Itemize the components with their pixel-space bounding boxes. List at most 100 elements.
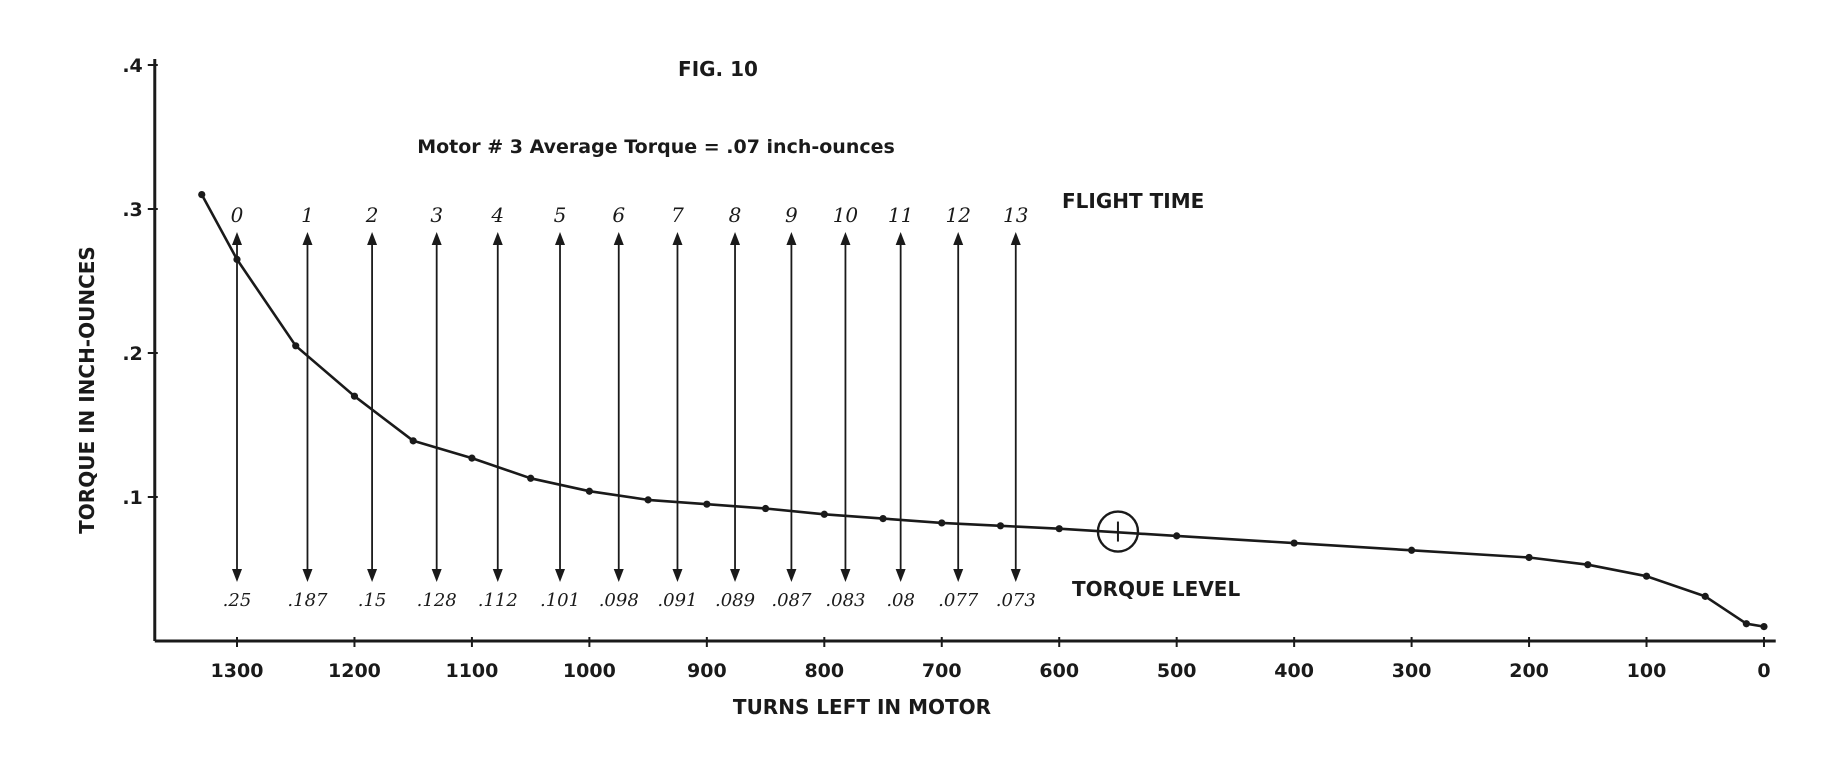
x-tick-label: 1300 [211,660,264,682]
arrow-head-down [613,569,624,582]
x-tick-label: 1000 [563,660,616,682]
torque-level-value: .08 [886,590,915,611]
torque-level-value: .112 [478,590,518,611]
arrow-head-down [953,569,964,582]
data-point [292,342,300,350]
flight-time-value: 13 [1003,203,1028,227]
data-point [1742,620,1750,628]
data-point [1525,553,1533,562]
data-point [233,255,241,263]
y-tick-label: .4 [122,55,142,77]
arrow-head-up [672,232,683,245]
flight-time-value: 0 [231,203,244,227]
arrow-head-down [492,569,503,582]
torque-level-value: .25 [223,590,252,611]
arrow-head-down [302,569,313,582]
data-point [761,504,770,513]
data-point [938,519,946,527]
flight-time-value: 1 [301,203,314,227]
data-point [703,500,711,508]
flight-time-value: 4 [490,203,504,227]
data-point [198,191,206,199]
flight-time-label: FLIGHT TIME [1062,189,1204,213]
data-point [1584,561,1592,569]
flight-time-value: 2 [365,203,379,227]
y-tick-label: .3 [122,199,142,221]
arrow-head-up [730,232,741,245]
x-tick-label: 100 [1627,660,1667,682]
x-tick-label: 200 [1509,660,1549,682]
chart-title: FIG. 10 [678,57,758,81]
flight-time-arrows: 0 .25 1 .187 2 .15 3 .128 4 .112 5 .101 6 .098 7 .091 8.… [223,203,1036,611]
arrow-head-up [302,232,313,245]
arrow-head-up [786,232,797,245]
y-tick-label: .1 [122,487,142,509]
x-tick-label: 1100 [445,660,498,682]
torque-level-value: .077 [938,590,979,611]
circled-point-ring [1096,510,1140,553]
x-tick-label: 0 [1757,660,1770,682]
data-point [644,496,652,504]
flight-time-value: 9 [785,203,798,227]
flight-time-value: 10 [833,203,859,227]
data-point [350,392,359,400]
arrow-head-down [672,569,683,582]
data-point [820,510,828,518]
x-tick-label: 600 [1039,660,1079,682]
arrow-head-down [555,569,566,582]
data-point [1173,532,1181,540]
torque-level-label: TORQUE LEVEL [1072,577,1240,601]
arrow-head-up [232,232,242,245]
x-tick-label: 400 [1274,660,1314,682]
flight-time-value: 6 [612,203,625,227]
data-point [1760,623,1768,631]
arrow-head-up [431,232,442,245]
arrow-head-up [953,232,964,245]
torque-level-value: .089 [715,590,755,611]
flight-time-value: 5 [554,203,567,227]
data-point [1290,539,1298,547]
x-axis-label: TURNS LEFT IN MOTOR [733,695,991,719]
x-tick-label: 300 [1392,660,1432,682]
data-point [879,515,887,523]
torque-level-value: .187 [287,590,328,611]
torque-level-value: .098 [599,590,639,611]
torque-level-value: .128 [417,590,457,611]
arrow-head-down [1010,569,1021,582]
data-point [1701,592,1709,600]
arrow-head-down [895,569,906,582]
axes: 1300 1200 1100 1000 900 800 700 600 500 400 300 200… [122,55,1776,682]
data-point [527,474,535,482]
arrow-head-up [840,232,851,245]
flight-time-value: 8 [729,203,742,227]
flight-time-value: 7 [671,203,684,227]
torque-level-value: .091 [657,590,697,611]
flight-time-value: 11 [888,203,913,227]
data-point [1408,546,1416,554]
arrow-head-down [730,569,741,582]
data-point [996,522,1005,530]
x-tick-label: 800 [804,660,844,682]
x-tick-label: 900 [687,660,727,682]
arrow-head-down [431,569,442,582]
data-point [1642,572,1651,580]
x-tick-label: 500 [1157,660,1197,682]
arrow-head-up [492,232,503,245]
x-tick-label: 700 [922,660,962,682]
arrow-head-down [786,569,797,582]
arrow-head-up [895,232,906,245]
arrow-head-down [367,569,378,582]
arrow-head-down [232,569,242,582]
torque-level-value: .073 [996,590,1036,611]
flight-time-value: 3 [430,203,443,227]
arrow-head-up [1010,232,1021,245]
arrow-head-up [555,232,566,245]
data-point [468,454,476,462]
y-axis-label: TORQUE IN INCH-OUNCES [75,246,99,534]
y-tick-label: .2 [122,343,142,365]
torque-level-value: .15 [358,590,387,611]
torque-series [198,191,1768,631]
arrow-head-up [367,232,378,245]
data-point [1055,525,1063,533]
